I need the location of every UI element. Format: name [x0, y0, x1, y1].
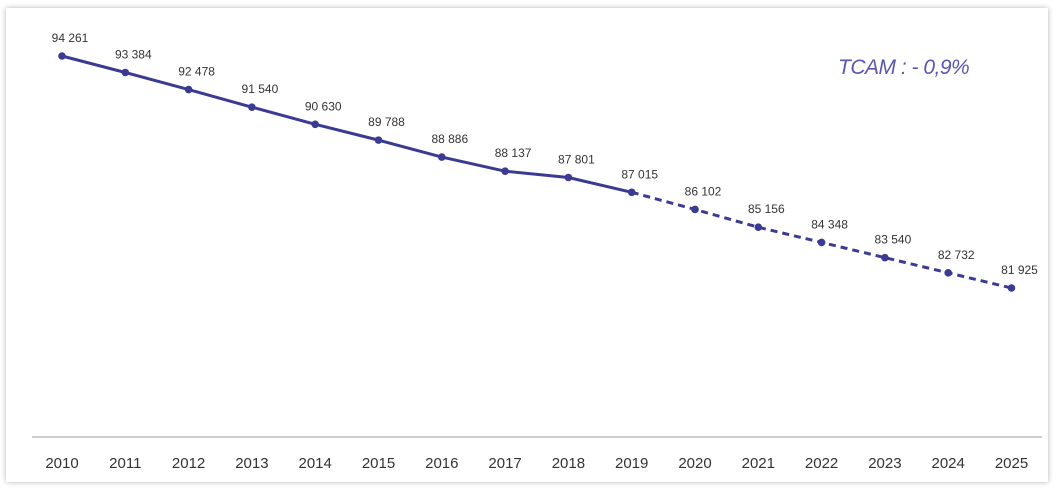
x-tick-label: 2019 [615, 455, 648, 472]
x-tick-label: 2023 [868, 455, 901, 472]
data-label: 83 540 [875, 233, 912, 247]
data-point [754, 223, 763, 232]
x-tick-label: 2021 [742, 455, 775, 472]
data-label: 88 886 [431, 132, 468, 146]
data-point [121, 68, 130, 77]
data-label: 91 540 [242, 82, 279, 96]
data-label: 84 348 [811, 217, 848, 231]
data-point [374, 136, 383, 144]
data-point [817, 238, 826, 247]
data-point [248, 103, 256, 111]
x-tick-label: 2018 [552, 455, 585, 472]
x-tick-label: 2014 [299, 455, 332, 472]
data-point [184, 85, 193, 94]
data-label: 87 015 [621, 167, 658, 181]
data-point [1007, 284, 1016, 292]
x-tick-label: 2016 [425, 455, 458, 472]
x-tick-label: 2013 [235, 455, 268, 472]
data-label: 81 925 [1001, 263, 1038, 277]
data-point [564, 173, 573, 182]
data-point [311, 120, 320, 129]
x-tick-label: 2012 [172, 455, 205, 472]
data-label: 89 788 [368, 115, 405, 129]
data-label: 90 630 [305, 99, 342, 113]
data-point [944, 269, 952, 277]
data-label: 82 732 [938, 248, 975, 262]
x-tick-label: 2025 [995, 455, 1028, 472]
x-tick-label: 2020 [678, 455, 711, 472]
data-label: 93 384 [115, 47, 152, 61]
tcam-annotation: TCAM : - 0,9% [838, 56, 970, 79]
data-label: 88 137 [495, 146, 532, 160]
data-point [438, 153, 446, 161]
data-label: 94 261 [52, 31, 89, 45]
data-label: 92 478 [178, 65, 215, 79]
x-tick-label: 2015 [362, 455, 395, 472]
data-label: 85 156 [748, 202, 785, 216]
data-point [58, 52, 66, 60]
x-tick-label: 2017 [488, 455, 521, 472]
x-tick-label: 2010 [45, 455, 78, 472]
data-label: 86 102 [685, 184, 722, 198]
x-tick-label: 2024 [932, 455, 965, 472]
data-point [501, 167, 509, 175]
x-tick-label: 2022 [805, 455, 838, 472]
data-point [881, 253, 889, 262]
data-point [691, 205, 699, 214]
series-line-solid [61, 54, 633, 194]
data-label: 87 801 [558, 152, 595, 166]
data-point [627, 188, 636, 197]
x-tick-label: 2011 [109, 455, 141, 472]
